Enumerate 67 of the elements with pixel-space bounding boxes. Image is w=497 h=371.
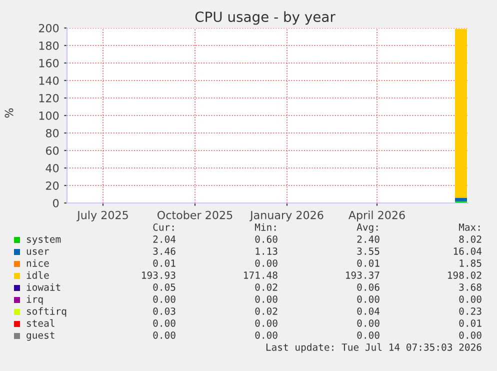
legend-label: steal xyxy=(27,319,54,327)
y-tick-label: 100 xyxy=(39,111,59,120)
text: 193.93 xyxy=(142,271,176,279)
text: 0.00 xyxy=(255,295,278,303)
text: 1.85 xyxy=(460,259,482,267)
text: 3.55 xyxy=(357,247,380,255)
legend-label: irq xyxy=(26,295,43,305)
x-tick-label: July 2025 xyxy=(76,210,128,222)
text: 171.48 xyxy=(244,271,278,279)
text: 8.02 xyxy=(459,235,482,243)
text: Last update: Tue Jul 14 07:35:03 2026 xyxy=(266,343,482,353)
legend-label: softirq xyxy=(27,307,66,317)
text: 1.13 xyxy=(256,247,278,255)
y-tick-label: 140 xyxy=(39,76,59,85)
y-tick-label: 160 xyxy=(39,58,59,68)
legend-label: system xyxy=(27,236,61,245)
text: 0.00 xyxy=(357,331,380,339)
text: 0.00 xyxy=(459,295,482,303)
legend-label: user xyxy=(26,249,50,255)
legend-label: iowait xyxy=(26,283,60,291)
text: 0.02 xyxy=(255,283,278,291)
text: 2.40 xyxy=(357,235,380,243)
text: 0.00 xyxy=(153,295,176,303)
text: 0.00 xyxy=(357,319,380,327)
text: 0.01 xyxy=(459,319,482,327)
text: 3.46 xyxy=(153,247,176,255)
text: 0.02 xyxy=(255,307,278,315)
text: 198.02 xyxy=(448,271,482,279)
x-tick-label: January 2026 xyxy=(249,210,324,222)
y-tick-label: 60 xyxy=(46,146,59,155)
text: 193.37 xyxy=(346,271,380,279)
x-tick-label: April 2026 xyxy=(348,210,405,222)
text: 0.00 xyxy=(357,295,380,303)
text: 0.01 xyxy=(357,259,380,267)
text: 16.04 xyxy=(454,247,482,255)
text: 0.00 xyxy=(255,259,278,267)
text: 3.68 xyxy=(459,283,482,291)
text: 0.00 xyxy=(459,331,482,339)
y-tick-label: 80 xyxy=(46,128,59,138)
y-tick-label: 0 xyxy=(53,198,59,208)
text: 0.00 xyxy=(153,319,176,327)
legend-label: guest xyxy=(26,332,54,341)
text: 0.04 xyxy=(357,307,380,315)
legend-label: idle xyxy=(26,271,49,279)
text: 2.04 xyxy=(153,235,176,243)
text: Cur: xyxy=(153,223,174,231)
text: 0.00 xyxy=(255,319,278,327)
y-tick-label: 200 xyxy=(38,24,59,32)
text: 0.01 xyxy=(153,259,176,267)
text: 0.00 xyxy=(255,331,278,339)
y-axis-title: % xyxy=(4,108,14,118)
text: 0.00 xyxy=(153,331,176,339)
text: 0.05 xyxy=(153,283,176,291)
text: 0.06 xyxy=(357,283,380,291)
y-tick-label: 20 xyxy=(46,181,59,190)
chart-title: CPU usage - by year xyxy=(195,11,336,25)
text: 0.60 xyxy=(255,235,278,243)
y-tick-label: 120 xyxy=(39,94,59,102)
text: Min: xyxy=(254,223,276,231)
legend-label: nice xyxy=(26,259,49,267)
text: 0.03 xyxy=(153,307,176,315)
text: Avg: xyxy=(356,224,378,233)
text: 0.23 xyxy=(459,307,482,315)
y-tick-label: 180 xyxy=(39,41,59,50)
x-tick-label: October 2025 xyxy=(157,210,232,220)
text: Max: xyxy=(458,224,480,231)
y-tick-label: 40 xyxy=(46,164,59,172)
